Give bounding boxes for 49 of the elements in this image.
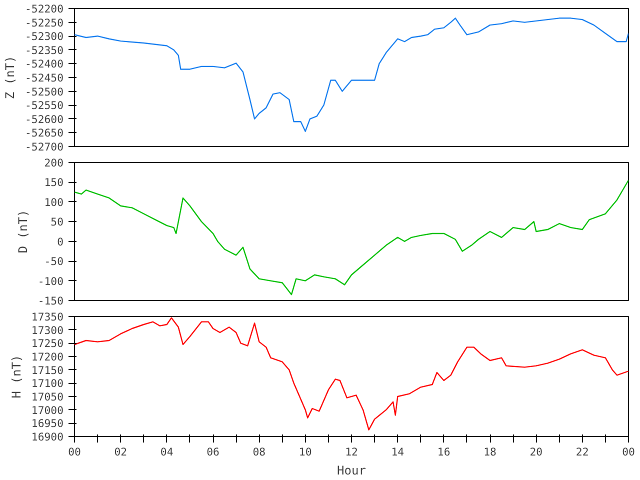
y-tick-label: -52700: [25, 140, 64, 154]
y-tick-label: 17200: [31, 350, 64, 364]
y-tick-label: -52450: [25, 72, 64, 84]
y-axis-title: H (nT): [9, 354, 24, 398]
y-tick-label: 150: [44, 176, 64, 190]
y-tick-label: 17150: [31, 364, 64, 377]
y-tick-label: 17250: [31, 337, 64, 350]
x-tick-label: 22: [576, 446, 589, 458]
y-axis-title: D (nT): [16, 210, 30, 254]
line-series: [74, 180, 628, 296]
y-tick-label: -52500: [25, 85, 64, 98]
y-tick-label: -52650: [25, 126, 64, 140]
y-tick-label: -52350: [25, 44, 64, 57]
y-tick-label: -52300: [25, 30, 64, 44]
x-tick-label: 04: [160, 446, 174, 458]
x-tick-label: 12: [345, 446, 358, 458]
x-tick-label: 02: [114, 446, 128, 458]
line-series: [74, 18, 628, 132]
y-tick-label: 200: [44, 156, 64, 170]
y-tick-label: 50: [50, 216, 64, 229]
y-tick-label: 17000: [31, 404, 64, 417]
x-tick-label: 14: [391, 446, 404, 458]
y-tick-label: 100: [44, 196, 64, 209]
y-tick-label: -52250: [25, 16, 64, 30]
y-tick-label: -52400: [25, 58, 64, 71]
y-tick-label: 17100: [31, 377, 64, 390]
y-tick-label: 17050: [31, 390, 64, 404]
y-tick-label: 16900: [31, 430, 64, 444]
y-axis-title: Z (nT): [3, 56, 18, 100]
y-tick-label: -150: [38, 294, 64, 308]
y-tick-label: -52550: [25, 99, 64, 112]
x-tick-label: 20: [530, 446, 543, 458]
x-axis-title: Hour: [337, 464, 366, 478]
x-tick-label: 06: [206, 446, 220, 458]
x-tick-label: 08: [252, 446, 266, 458]
y-tick-label: 16950: [31, 417, 64, 430]
line-series: [74, 317, 628, 430]
y-tick-label: 0: [57, 235, 64, 248]
y-tick-label: -50: [44, 255, 64, 268]
y-tick-label: -52200: [25, 2, 64, 16]
x-tick-label: 00: [622, 446, 635, 458]
x-tick-label: 10: [298, 446, 312, 458]
y-tick-label: 17350: [31, 310, 64, 324]
x-tick-label: 16: [437, 446, 450, 458]
y-tick-label: -52600: [25, 112, 64, 126]
y-tick-label: -100: [38, 274, 64, 288]
x-tick-label: 18: [484, 446, 496, 458]
x-tick-label: 00: [68, 446, 81, 458]
y-tick-label: 17300: [31, 324, 64, 337]
